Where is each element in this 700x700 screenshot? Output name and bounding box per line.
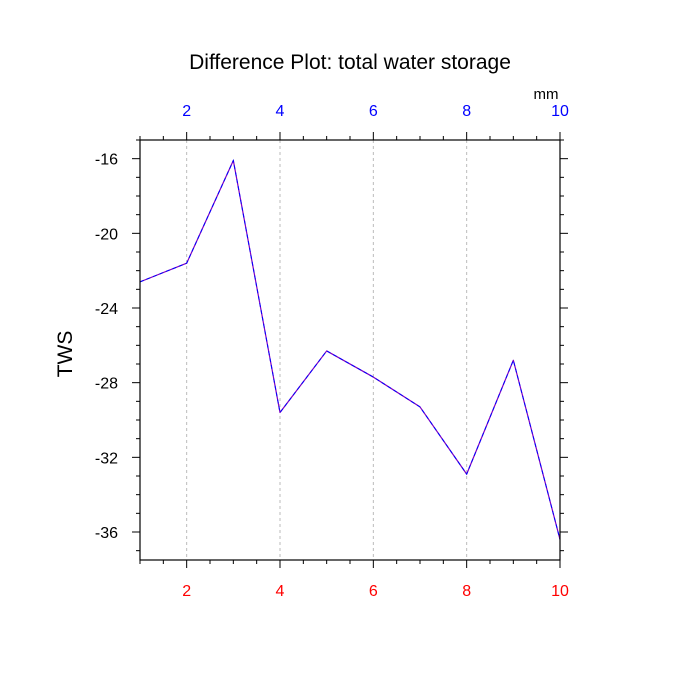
tick-labels: 2 2 4 4 6 6 8 8 10 10 -16 -20 -24 -28 -32 -36	[95, 103, 569, 600]
y-axis-label: TWS	[54, 331, 77, 378]
x-tick-label-top: 8	[462, 103, 471, 120]
y-tick-label: -32	[95, 450, 118, 467]
x-unit-label: mm	[534, 86, 559, 103]
x-tick-label-bottom: 6	[369, 583, 378, 600]
axis-ticks	[132, 132, 568, 568]
x-tick-label-bottom: 2	[182, 583, 191, 600]
series-layer	[139, 158, 561, 540]
x-tick-label-top: 10	[551, 103, 569, 120]
x-tick-label-bottom: 10	[551, 583, 569, 600]
y-tick-label: -28	[95, 376, 118, 393]
x-tick-label-bottom: 8	[462, 583, 471, 600]
x-tick-label-top: 4	[276, 103, 285, 120]
grid-lines	[186, 140, 468, 560]
y-tick-label: -16	[95, 152, 118, 169]
series-dash-overlay-0	[139, 158, 561, 540]
x-tick-label-top: 2	[182, 103, 191, 120]
y-tick-label: -24	[95, 301, 118, 318]
x-tick-label-bottom: 4	[276, 583, 285, 600]
y-tick-label: -20	[95, 226, 118, 243]
y-tick-label: -36	[95, 525, 118, 542]
chart-title: Difference Plot: total water storage	[189, 51, 511, 74]
x-tick-label-top: 6	[369, 103, 378, 120]
